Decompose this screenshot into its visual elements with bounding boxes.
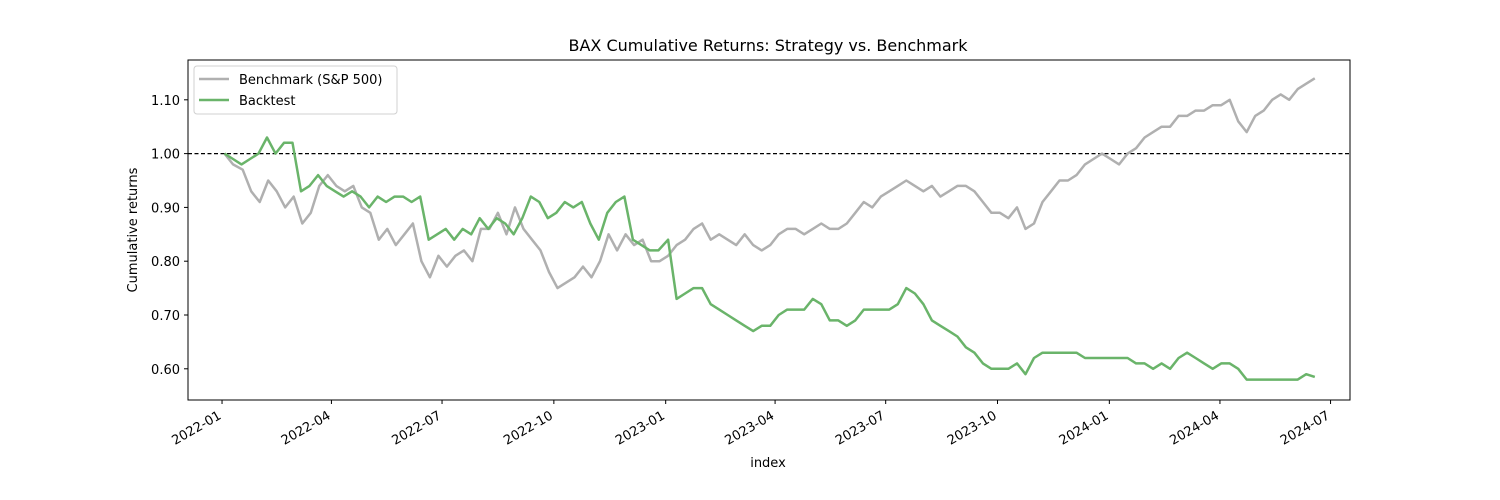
plot-frame bbox=[187, 59, 1351, 401]
x-tick-label: 2023-07 bbox=[833, 408, 888, 448]
legend-label: Backtest bbox=[239, 94, 296, 109]
y-tick-label: 0.90 bbox=[151, 201, 180, 216]
x-tick-label: 2024-07 bbox=[1278, 408, 1333, 448]
y-tick-label: 0.70 bbox=[151, 309, 180, 324]
y-axis-title: Cumulative returns bbox=[126, 167, 141, 292]
x-axis: 2022-01 2022-04 2022-07 2022-10 2023-01 2023-… bbox=[169, 400, 1333, 449]
x-tick-label: 2023-04 bbox=[723, 408, 778, 448]
y-tick-label: 0.60 bbox=[151, 363, 180, 378]
y-axis: 0.60 0.70 0.80 0.90 1.00 1.10 bbox=[151, 94, 188, 378]
series-line-benchmark bbox=[223, 77, 1316, 290]
x-axis-title: index bbox=[750, 456, 786, 471]
y-tick-label: 0.80 bbox=[151, 255, 180, 270]
x-tick-label: 2022-10 bbox=[501, 408, 556, 448]
legend-frame bbox=[193, 65, 398, 115]
x-tick-label: 2024-01 bbox=[1057, 408, 1112, 448]
x-tick-label: 2022-01 bbox=[169, 408, 224, 448]
chart-title: BAX Cumulative Returns: Strategy vs. Ben… bbox=[568, 36, 968, 55]
x-tick-label: 2024-04 bbox=[1167, 408, 1222, 448]
series-line-backtest bbox=[223, 136, 1316, 381]
x-tick-label: 2022-07 bbox=[389, 408, 444, 448]
legend-label: Benchmark (S&P 500) bbox=[239, 73, 383, 88]
x-tick-label: 2022-04 bbox=[279, 408, 334, 448]
y-tick-label: 1.10 bbox=[151, 94, 180, 109]
y-tick-label: 1.00 bbox=[151, 148, 180, 163]
x-tick-label: 2023-10 bbox=[945, 408, 1000, 448]
x-tick-label: 2023-01 bbox=[613, 408, 668, 448]
plot-area bbox=[188, 77, 1350, 381]
legend: Benchmark (S&P 500) Backtest bbox=[193, 65, 398, 115]
